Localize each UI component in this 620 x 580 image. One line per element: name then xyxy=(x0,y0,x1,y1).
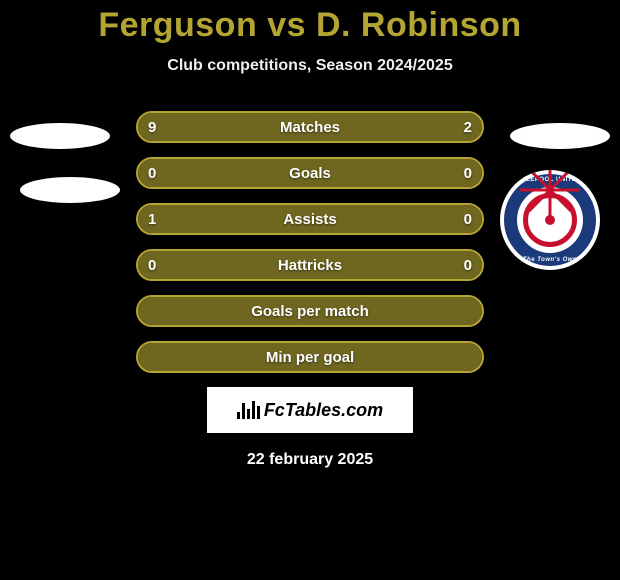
player-left-badge-2 xyxy=(20,177,120,203)
stat-bar: Goals per match xyxy=(136,295,484,327)
bar-label: Hattricks xyxy=(138,257,482,274)
bar-label: Goals xyxy=(138,165,482,182)
bar-label: Min per goal xyxy=(138,349,482,366)
subtitle: Club competitions, Season 2024/2025 xyxy=(0,57,620,75)
stat-bar: 00Goals xyxy=(136,157,484,189)
stat-bars: 92Matches 00Goals 10Assists 00Hattricks Goal… xyxy=(136,111,484,373)
player-left-badge-1 xyxy=(10,123,110,149)
title-right: D. Robinson xyxy=(316,6,522,44)
page-title: Ferguson vs D. Robinson xyxy=(0,0,620,45)
stat-bar: Min per goal xyxy=(136,341,484,373)
fctables-watermark: FcTables.com xyxy=(207,387,413,433)
stat-bar: 00Hattricks xyxy=(136,249,484,281)
title-left: Ferguson xyxy=(98,6,257,44)
bar-label: Goals per match xyxy=(138,303,482,320)
title-vs: vs xyxy=(267,6,306,44)
fctables-label: FcTables.com xyxy=(264,400,383,421)
stat-bar: 92Matches xyxy=(136,111,484,143)
player-right-badge-1 xyxy=(510,123,610,149)
bar-label: Matches xyxy=(138,119,482,136)
bar-chart-icon xyxy=(237,401,260,419)
crest-bottom-text: The Town's Own xyxy=(523,257,577,263)
stat-bar: 10Assists xyxy=(136,203,484,235)
player-right-club-crest: HARTLEPOOL UNITED FC The Town's Own xyxy=(500,170,600,270)
bar-label: Assists xyxy=(138,211,482,228)
date-label: 22 february 2025 xyxy=(0,451,620,469)
ship-wheel-icon xyxy=(523,193,577,247)
